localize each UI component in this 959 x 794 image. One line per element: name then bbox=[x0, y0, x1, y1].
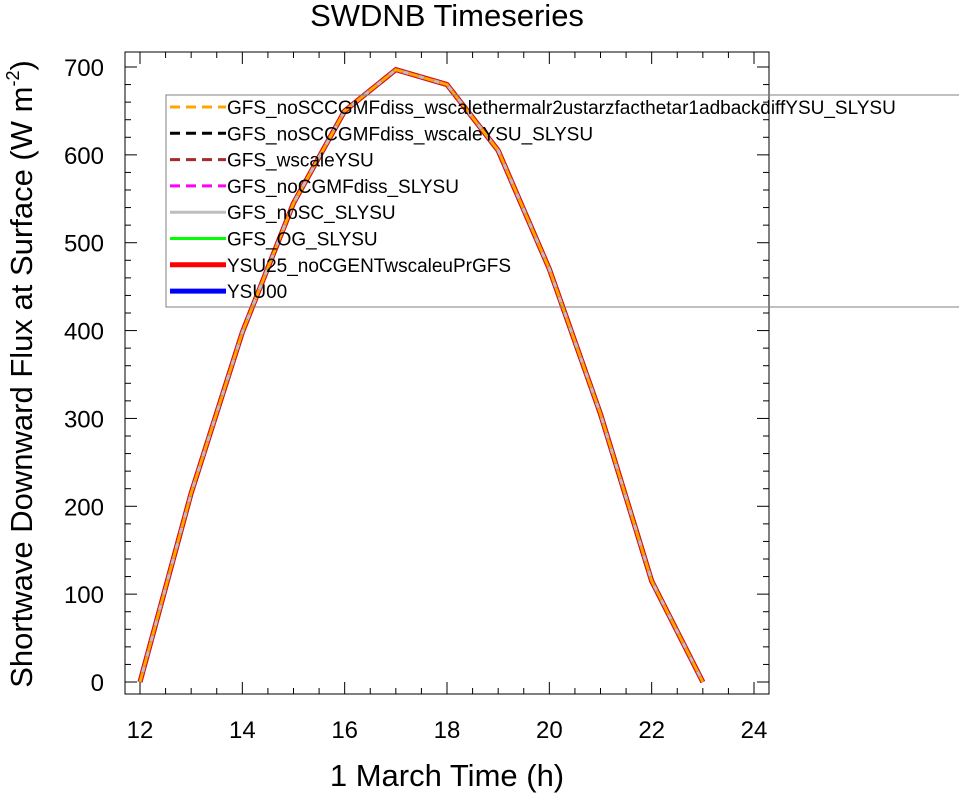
legend-label: GFS_noCGMFdiss_SLYSU bbox=[227, 177, 459, 198]
x-tick-label: 24 bbox=[741, 717, 768, 744]
series-line bbox=[138, 68, 705, 683]
legend-label: GFS_noSCCGMFdiss_wscalethermalr2ustarzfa… bbox=[227, 98, 896, 119]
legend-label: YSU00 bbox=[227, 282, 287, 303]
y-tick-label: 500 bbox=[64, 231, 104, 258]
plot-frame bbox=[124, 51, 770, 695]
y-axis-label-main: Shortwave Downward Flux at Surface (W m bbox=[4, 87, 39, 688]
legend-label: GFS_noSCCGMFdiss_wscaleYSU_SLYSU bbox=[227, 124, 593, 145]
y-tick-label: 0 bbox=[91, 670, 104, 697]
y-tick-label: 200 bbox=[64, 494, 104, 521]
chart-title: SWDNB Timeseries bbox=[310, 0, 584, 33]
legend-label: GFS_noSC_SLYSU bbox=[227, 203, 396, 224]
series-line bbox=[137, 67, 706, 684]
y-axis-label-close: ) bbox=[4, 60, 39, 70]
y-tick-label: 100 bbox=[64, 582, 104, 609]
x-tick-label: 14 bbox=[229, 717, 256, 744]
x-tick-label: 18 bbox=[434, 717, 461, 744]
x-tick-label: 16 bbox=[331, 717, 358, 744]
axis-tick-labels: 12 14 16 18 20 22 24 0 100 200 300 400 500 600 700 bbox=[64, 55, 767, 744]
axis-ticks bbox=[125, 52, 769, 694]
series-line bbox=[138, 68, 705, 683]
series-line bbox=[138, 68, 705, 683]
legend: GFS_noSCCGMFdiss_wscalethermalr2ustarzfa… bbox=[170, 98, 896, 303]
x-axis-label: 1 March Time (h) bbox=[330, 758, 564, 793]
x-tick-label: 20 bbox=[536, 717, 563, 744]
legend-box bbox=[165, 94, 959, 308]
series-line bbox=[138, 68, 705, 683]
series-line bbox=[138, 68, 705, 683]
legend-label: YSU25_noCGENTwscaleuPrGFS bbox=[227, 256, 511, 277]
series-lines bbox=[137, 67, 706, 684]
x-tick-label: 12 bbox=[127, 717, 154, 744]
y-tick-label: 600 bbox=[64, 143, 104, 170]
y-tick-label: 700 bbox=[64, 55, 104, 82]
legend-label: GFS_OG_SLYSU bbox=[227, 230, 378, 251]
y-axis-label-superscript: -2 bbox=[3, 71, 23, 87]
legend-label: GFS_wscaleYSU bbox=[227, 151, 374, 172]
series-line bbox=[137, 67, 706, 684]
y-axis-label: Shortwave Downward Flux at Surface (W m-… bbox=[3, 60, 39, 688]
series-line bbox=[138, 68, 705, 683]
y-tick-label: 400 bbox=[64, 319, 104, 346]
x-tick-label: 22 bbox=[638, 717, 665, 744]
y-tick-label: 300 bbox=[64, 406, 104, 433]
